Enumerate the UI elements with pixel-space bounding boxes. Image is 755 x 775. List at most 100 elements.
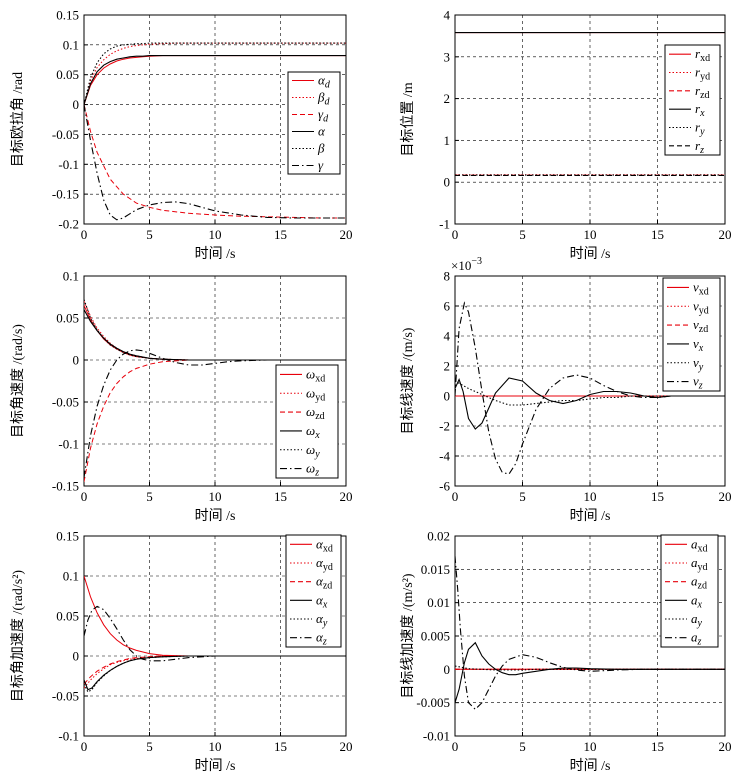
legend-entry: αz <box>316 630 327 648</box>
legend-entry: ωx <box>306 423 320 441</box>
y-tick-label: -0.1 <box>58 729 79 744</box>
y-tick-label: 0.015 <box>421 562 450 577</box>
x-tick-label: 0 <box>81 489 88 504</box>
y-axis-label: 目标线速度 /(m/s) <box>400 327 416 434</box>
y-tick-label: 0.02 <box>427 529 450 544</box>
legend-entry: αd <box>318 73 331 91</box>
y-tick-label: 0.005 <box>421 629 450 644</box>
x-tick-label: 15 <box>274 489 287 504</box>
series-line-3 <box>84 104 346 219</box>
legend-entry: ωz <box>306 461 319 479</box>
legend-box <box>287 71 341 175</box>
y-tick-label: 0 <box>73 353 80 368</box>
y-tick-label: 0.15 <box>56 8 79 23</box>
series-line-2 <box>84 655 346 689</box>
series-line-4 <box>455 377 725 430</box>
y-tick-label: 8 <box>444 269 451 284</box>
x-tick-label: 20 <box>340 739 353 754</box>
legend-entry: ryd <box>695 65 710 83</box>
y-tick-label: -0.005 <box>416 695 450 710</box>
x-tick-label: 5 <box>146 739 153 754</box>
legend-entry: vxd <box>693 279 709 297</box>
legend-entry: ωxd <box>306 366 325 384</box>
y-tick-label: -0.15 <box>52 479 79 494</box>
y-tick-label: 0 <box>444 175 451 190</box>
x-tick-label: 10 <box>584 227 597 242</box>
legend-box <box>275 364 339 479</box>
legend-entry: axd <box>691 536 708 554</box>
y-tick-label: -4 <box>439 449 450 464</box>
y-tick-label: 4 <box>444 8 451 23</box>
x-tick-label: 10 <box>209 489 222 504</box>
series-line-2 <box>84 42 346 105</box>
legend-entry: αx <box>316 592 328 610</box>
x-tick-label: 20 <box>719 489 732 504</box>
series-line-4 <box>84 309 346 361</box>
legend-entry: ry <box>695 120 705 138</box>
x-tick-label: 15 <box>651 739 664 754</box>
y-tick-label: -0.05 <box>52 127 79 142</box>
series-line-4 <box>455 641 725 703</box>
y-tick-label: 6 <box>444 299 451 314</box>
legend-entry: vy <box>693 355 704 373</box>
legend-entry: βd <box>317 90 330 108</box>
x-tick-label: 0 <box>452 739 459 754</box>
y-tick-label: 0.1 <box>63 569 79 584</box>
series-line-5 <box>455 665 725 671</box>
legend-entry: γ <box>318 158 324 173</box>
legend-entry: vz <box>693 374 703 392</box>
x-tick-label: 15 <box>651 489 664 504</box>
y-axis-label: 目标线加速度 /(m/s²) <box>400 573 416 698</box>
series-line-5 <box>84 42 346 105</box>
x-tick-label: 10 <box>209 739 222 754</box>
y-tick-label: -2 <box>439 419 450 434</box>
x-tick-label: 5 <box>519 739 526 754</box>
legend-entry: ωzd <box>306 404 325 422</box>
x-tick-label: 10 <box>584 739 597 754</box>
y-tick-label: -6 <box>439 479 450 494</box>
y-tick-label: 1 <box>444 133 451 148</box>
y-tick-label: -0.05 <box>52 689 79 704</box>
y-tick-label: 0.01 <box>427 595 450 610</box>
x-tick-label: 5 <box>146 489 153 504</box>
x-tick-label: 0 <box>81 227 88 242</box>
chart-1: 0 5 10 15 20 -0.2 -0.15 -0.1 -0.05 0 0.05 0.1 0.15 时间… <box>10 8 353 263</box>
x-axis-label: 时间 /s <box>570 508 611 524</box>
x-tick-label: 0 <box>452 227 459 242</box>
y-tick-label: 0 <box>444 389 451 404</box>
legend-box <box>664 44 721 156</box>
x-tick-label: 15 <box>274 739 287 754</box>
y-tick-label: -0.2 <box>58 217 79 232</box>
legend-entry: αxd <box>316 536 333 554</box>
series-line-4 <box>84 655 346 691</box>
chart-4: 0 5 10 15 20 -6 -4 -2 0 2 4 6 8 时间 /s 目标线速度 /(m/s) ×10−… <box>400 256 732 524</box>
y-axis-label: 目标欧拉角 /rad <box>10 72 26 167</box>
x-tick-label: 20 <box>719 227 732 242</box>
y-tick-label: 3 <box>444 49 451 64</box>
legend-entry: αyd <box>316 555 333 573</box>
legend-box <box>662 277 721 392</box>
x-tick-label: 15 <box>651 227 664 242</box>
y-tick-label: 0.05 <box>56 67 79 82</box>
legend-entry: vyd <box>693 298 709 316</box>
legend-entry: ay <box>691 611 703 629</box>
x-tick-label: 10 <box>209 227 222 242</box>
y-tick-label: 0 <box>444 662 451 677</box>
x-axis-label: 时间 /s <box>195 508 236 524</box>
y-tick-label: 0.1 <box>63 269 79 284</box>
series-line-6 <box>455 555 725 711</box>
legend-box <box>285 534 342 648</box>
x-tick-label: 5 <box>146 227 153 242</box>
x-axis-label: 时间 /s <box>195 246 236 262</box>
y-axis-label: 目标角加速度 /(rad/s²) <box>10 570 26 702</box>
y-tick-label: 4 <box>444 329 451 344</box>
x-tick-label: 5 <box>519 227 526 242</box>
legend-entry: azd <box>691 574 707 592</box>
y-tick-label: 0 <box>73 649 80 664</box>
legend-entry: α <box>318 124 326 139</box>
